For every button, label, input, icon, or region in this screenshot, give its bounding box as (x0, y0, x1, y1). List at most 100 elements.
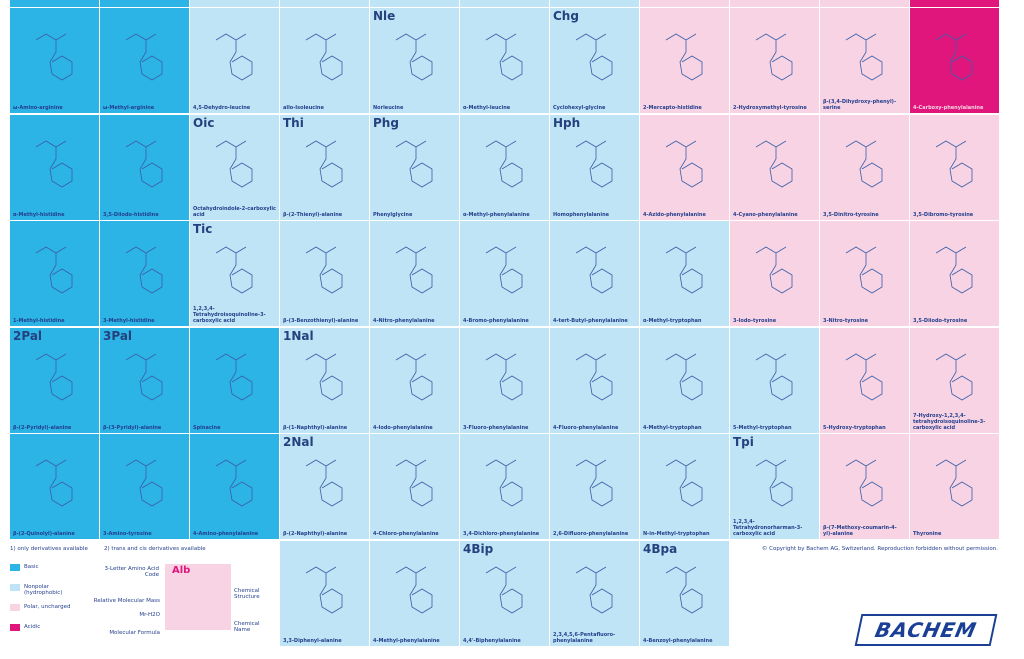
structure (665, 33, 703, 81)
abbreviation: Chg (553, 9, 579, 23)
abbreviation: 1Nal (283, 328, 314, 343)
bond-lines (305, 566, 343, 613)
bond-lines (35, 459, 73, 507)
amino-acid-cell: 4-Methyl-tryptophan (640, 327, 729, 433)
key-box (165, 564, 231, 630)
bond-lines (215, 246, 253, 294)
bond-lines (215, 33, 253, 81)
legend-swatch (10, 624, 20, 631)
amino-acid-cell: 3,5-Dinitro-tyrosine (820, 114, 909, 220)
structure (485, 140, 523, 187)
structure (395, 566, 433, 613)
structure (395, 246, 433, 294)
abbreviation: Tpi (733, 435, 754, 449)
structure (35, 459, 73, 507)
bond-lines (575, 459, 613, 507)
amino-acid-cell: Hph Homophenylalanine (550, 114, 639, 220)
top-strip (10, 0, 99, 7)
structure (845, 140, 883, 187)
amino-acid-cell: 2,6-Difluoro-phenylalanine (550, 434, 639, 539)
chemical-name: Phenylglycine (373, 211, 413, 218)
chemical-name: β-(3-Benzothienyl)-alanine (283, 318, 359, 324)
amino-acid-cell: 4-Carboxy-phenylalanine (910, 8, 999, 113)
key-label: Mr-H2O (139, 612, 160, 618)
structure (755, 33, 793, 81)
bond-lines (395, 33, 433, 81)
chemical-name: 4-Methyl-tryptophan (643, 424, 702, 431)
bond-lines (125, 459, 163, 507)
chemical-name: α-Methyl-leucine (463, 105, 511, 111)
bond-lines (485, 140, 523, 187)
chemical-name: 4,4'-Biphenylalanine (463, 637, 521, 644)
key-abbr: Alb (172, 565, 191, 576)
bond-lines (575, 353, 613, 400)
structure (575, 140, 613, 187)
chemical-name: 3-Fluoro-phenylalanine (463, 424, 529, 431)
chemical-name: 4-Chloro-phenylalanine (373, 531, 439, 537)
top-strip (100, 0, 189, 7)
bond-lines (845, 246, 883, 294)
amino-acid-cell: 4-Azido-phenylalanine (640, 114, 729, 220)
bond-lines (935, 140, 973, 187)
structure (575, 459, 613, 507)
structure (35, 353, 73, 400)
legend-label: Acidic (24, 624, 41, 630)
structure (575, 353, 613, 400)
amino-acid-cell: 3-Iodo-tyrosine (730, 221, 819, 326)
bond-lines (35, 353, 73, 400)
bond-lines (125, 246, 163, 294)
top-strip (910, 0, 999, 7)
bond-lines (35, 33, 73, 81)
amino-acid-cell: Tic 1,2,3,4-Tetrahydroisoquinoline-3-carb… (190, 221, 279, 326)
bond-lines (665, 246, 703, 294)
bond-lines (755, 140, 793, 187)
amino-acid-cell: α-Methyl-tryptophan (640, 221, 729, 326)
structure (845, 246, 883, 294)
structure (305, 459, 343, 507)
abbreviation: 3Pal (103, 328, 133, 343)
copyright: © Copyright by Bachem AG, Switzerland. R… (761, 546, 998, 552)
abbreviation: Hph (553, 115, 581, 130)
structure (575, 246, 613, 294)
structure (485, 353, 523, 400)
chemical-name: 2-Hydroxymethyl-tyrosine (733, 105, 807, 111)
structure (755, 246, 793, 294)
chemical-name: 4-Bromo-phenylalanine (463, 318, 529, 324)
structure (215, 33, 253, 81)
chemical-name: 4-tert-Butyl-phenylalanine (553, 318, 628, 324)
legend-swatch (10, 604, 20, 611)
abbreviation: Tic (193, 222, 213, 236)
structure (125, 246, 163, 294)
amino-acid-cell: β-(2-Quinolyl)-alanine (10, 434, 99, 539)
chemical-name: 1,2,3,4-Tetrahydroisoquinoline-3-carboxy… (193, 306, 266, 324)
note: 2) trans and cis derivatives available (104, 546, 206, 552)
amino-acid-cell: 4-Bromo-phenylalanine (460, 221, 549, 326)
amino-acid-cell: 2-Hydroxymethyl-tyrosine (730, 8, 819, 113)
abbreviation: 2Pal (13, 328, 43, 343)
bond-lines (215, 140, 253, 187)
bond-lines (395, 140, 433, 187)
top-strip (460, 0, 549, 7)
structure (935, 459, 973, 507)
structure (665, 459, 703, 507)
bond-lines (755, 459, 793, 507)
structure (305, 353, 343, 400)
structure (35, 140, 73, 187)
chemical-name: 3-Amino-tyrosine (103, 531, 152, 537)
structure (215, 459, 253, 507)
amino-acid-cell: Thyronine (910, 434, 999, 539)
chemical-name: 3,3-Diphenyl-alanine (283, 637, 342, 644)
amino-acid-cell: 4-tert-Butyl-phenylalanine (550, 221, 639, 326)
chemical-name: α-Methyl-tryptophan (643, 318, 702, 324)
chemical-name: ω-Amino-arginine (13, 105, 63, 111)
structure (305, 140, 343, 187)
legend-swatch (10, 564, 20, 571)
abbreviation: 4Bip (463, 541, 494, 556)
amino-acid-cell: 1Nal β-(1-Naphthyl)-alanine (280, 327, 369, 433)
bond-lines (485, 33, 523, 81)
bond-lines (35, 140, 73, 187)
amino-acid-cell: ω-Methyl-arginine (100, 8, 189, 113)
amino-acid-cell: β-(7-Methoxy-coumarin-4-yl)-alanine (820, 434, 909, 539)
chemical-name: 2,6-Difluoro-phenylalanine (553, 531, 629, 537)
